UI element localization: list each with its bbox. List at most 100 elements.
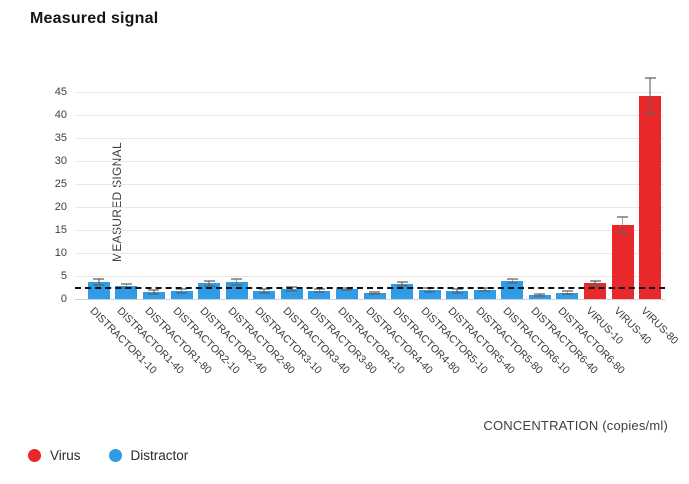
error-bar-distractor2-40 bbox=[208, 281, 210, 286]
bar-distractor2-10 bbox=[170, 291, 193, 299]
error-bar-cap bbox=[231, 278, 243, 281]
bar-virus-80 bbox=[639, 95, 662, 299]
y-tick-label: 15 bbox=[54, 223, 67, 236]
error-bar-distractor1-80 bbox=[153, 290, 155, 294]
error-bar-cap bbox=[286, 289, 298, 292]
gridline bbox=[75, 115, 665, 117]
y-tick-label: 0 bbox=[60, 292, 67, 305]
legend-item-virus[interactable]: Virus bbox=[28, 448, 81, 463]
error-bar-cap bbox=[396, 281, 408, 284]
error-bar-distractor2-10 bbox=[180, 289, 183, 294]
y-tick-label: 35 bbox=[54, 131, 67, 144]
error-bar-cap bbox=[148, 289, 160, 292]
gridline bbox=[75, 253, 665, 255]
error-bar-distractor5-40 bbox=[456, 289, 458, 294]
bar-distractor2-80 bbox=[225, 282, 248, 299]
gridline bbox=[75, 207, 665, 209]
error-bar-distractor3-80 bbox=[318, 289, 321, 293]
y-tick-label: 30 bbox=[54, 154, 67, 167]
error-bar-cap bbox=[506, 277, 518, 280]
bar-distractor4-40 bbox=[363, 293, 386, 299]
error-bar-cap bbox=[506, 282, 518, 285]
gridline bbox=[75, 184, 665, 186]
legend-label: Distractor bbox=[130, 448, 189, 463]
error-bar-cap bbox=[203, 280, 215, 283]
bar-distractor6-40 bbox=[528, 294, 551, 299]
bar-distractor3-80 bbox=[308, 290, 331, 299]
bar-distractor1-10 bbox=[87, 282, 110, 299]
threshold-line bbox=[75, 286, 665, 289]
virus-swatch-icon bbox=[28, 449, 41, 462]
error-bar-cap bbox=[258, 288, 270, 291]
gridline bbox=[75, 92, 665, 94]
gridline bbox=[75, 138, 665, 140]
error-bar-cap bbox=[148, 292, 160, 295]
error-bar-cap bbox=[93, 283, 105, 286]
legend-item-distractor[interactable]: Distractor bbox=[108, 448, 189, 463]
error-bar-cap bbox=[617, 215, 629, 218]
bar-distractor3-40 bbox=[280, 288, 303, 299]
error-bar-distractor4-40 bbox=[373, 291, 376, 295]
error-bar-distractor2-80 bbox=[235, 279, 238, 285]
bar-distractor5-10 bbox=[418, 289, 441, 299]
error-bar-virus-80 bbox=[649, 78, 651, 114]
x-axis-title: CONCENTRATION (copies/ml) bbox=[483, 418, 668, 433]
error-bar-cap bbox=[231, 283, 243, 286]
error-bar-virus-40 bbox=[621, 216, 624, 234]
error-bar-cap bbox=[341, 289, 353, 292]
distractor-swatch-icon bbox=[108, 449, 122, 462]
gridline bbox=[75, 276, 665, 278]
error-bar-cap bbox=[617, 232, 629, 235]
error-bar-distractor1-10 bbox=[98, 279, 100, 285]
error-bar-distractor3-10 bbox=[263, 289, 265, 294]
error-bar-cap bbox=[396, 284, 408, 287]
bar-distractor6-80 bbox=[556, 292, 579, 299]
error-bar-cap bbox=[313, 291, 325, 294]
error-bar-distractor6-80 bbox=[566, 290, 569, 295]
error-bar-cap bbox=[176, 292, 187, 295]
gridline bbox=[75, 230, 665, 232]
error-bar-cap bbox=[644, 112, 656, 115]
y-tick-label: 5 bbox=[60, 269, 67, 282]
error-bar-cap bbox=[203, 284, 215, 287]
error-bar-cap bbox=[93, 278, 105, 281]
error-bar-distractor5-80 bbox=[484, 288, 486, 292]
bar-distractor1-80 bbox=[142, 292, 165, 299]
error-bar-cap bbox=[589, 284, 601, 287]
chart-title: Measured signal bbox=[30, 10, 159, 27]
bar-distractor4-10 bbox=[335, 288, 358, 299]
y-tick-label: 25 bbox=[54, 177, 67, 190]
y-tick-label: 10 bbox=[54, 246, 67, 259]
error-bar-cap bbox=[534, 294, 546, 297]
error-bar-cap bbox=[561, 293, 573, 296]
error-bar-cap bbox=[589, 280, 601, 283]
error-bar-cap bbox=[313, 288, 325, 291]
error-bar-cap bbox=[369, 293, 380, 296]
error-bar-cap bbox=[644, 77, 656, 80]
y-tick-label: 20 bbox=[54, 200, 67, 213]
y-axis-title: MEASURED SIGNAL bbox=[110, 142, 124, 262]
error-bar-virus-10 bbox=[594, 281, 596, 286]
error-bar-cap bbox=[451, 292, 463, 295]
bar-distractor5-40 bbox=[446, 291, 469, 299]
bar-distractor5-80 bbox=[473, 289, 496, 299]
error-bar-cap bbox=[258, 292, 270, 295]
error-bar-distractor5-10 bbox=[428, 287, 431, 292]
error-bar-distractor4-80 bbox=[401, 282, 403, 286]
gridline bbox=[75, 161, 665, 163]
error-bar-cap bbox=[424, 290, 436, 293]
error-bar-cap bbox=[561, 289, 573, 292]
y-tick-label: 40 bbox=[54, 108, 67, 121]
y-tick-label: 45 bbox=[54, 85, 67, 98]
bar-virus-40 bbox=[611, 225, 634, 299]
plot-area: MEASURED SIGNAL 0 5 10 15 20 25 30 35 40 45 DISTRA… bbox=[55, 65, 681, 376]
error-bar-cap bbox=[534, 292, 546, 295]
error-bar-cap bbox=[120, 282, 132, 285]
bar-distractor3-10 bbox=[253, 291, 276, 299]
legend-label: Virus bbox=[50, 448, 81, 463]
error-bar-cap bbox=[479, 290, 491, 293]
error-bar-distractor1-40 bbox=[125, 283, 128, 289]
error-bar-cap bbox=[176, 288, 187, 291]
legend: Virus Distractor bbox=[28, 448, 188, 463]
